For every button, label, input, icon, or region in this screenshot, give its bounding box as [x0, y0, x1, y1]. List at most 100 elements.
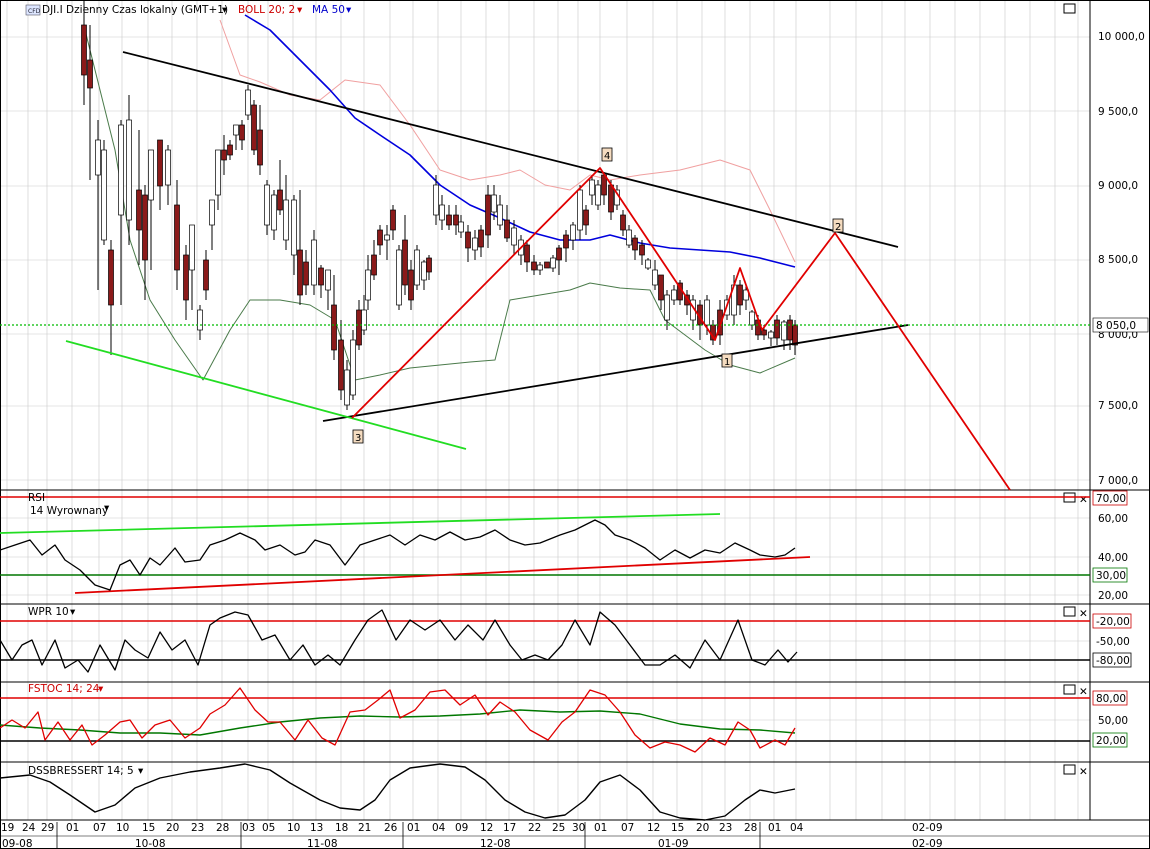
x-day-label: 28: [216, 822, 229, 834]
candle-body: [183, 254, 189, 301]
candle-body: [544, 261, 550, 269]
candle-body: [472, 237, 478, 251]
candle-body: [215, 149, 221, 196]
price-panel[interactable]: 3 4 1 2: [0, 0, 1090, 491]
ma-dropdown-icon[interactable]: ▾: [346, 4, 352, 16]
x-day-label: 04: [432, 822, 446, 834]
candle-body: [245, 89, 251, 116]
candle-body: [439, 204, 445, 221]
fstoc-axis: 80,00 50,00 20,00: [1092, 690, 1128, 748]
maximize-icon[interactable]: [1063, 606, 1076, 617]
dss-dropdown-icon[interactable]: ▾: [138, 765, 144, 777]
ma50-line: [244, 14, 796, 268]
wave-marker: [721, 353, 733, 368]
fstoc-panel[interactable]: [0, 687, 1090, 753]
candle-body: [491, 194, 497, 213]
wave-label: 1: [724, 357, 730, 368]
candle-body: [524, 244, 530, 263]
candle-body: [291, 199, 297, 256]
candle-body: [620, 214, 626, 231]
x-day-label: 25: [552, 822, 565, 834]
candle-body: [331, 304, 337, 351]
level-tag-label: 8 050,0: [1096, 320, 1136, 332]
candle-body: [101, 149, 107, 241]
candle-body: [743, 289, 749, 301]
candle-body: [749, 311, 755, 326]
fstoc-dropdown-icon[interactable]: ▾: [98, 683, 104, 695]
candle-body: [239, 124, 245, 141]
candle-body: [421, 261, 427, 281]
close-icon[interactable]: ✕: [1079, 494, 1088, 506]
x-day-label: 01: [594, 822, 607, 834]
level-tag: [1092, 317, 1149, 333]
candle-body: [297, 249, 303, 296]
candle-body: [583, 209, 589, 226]
x-day-label: 29: [41, 822, 54, 834]
candle-body: [589, 179, 595, 196]
wave-marker: [601, 147, 613, 162]
candle-body: [148, 149, 154, 201]
rsi-legend[interactable]: RSI 14 Wyrownany ▾: [28, 492, 110, 517]
rsi-dropdown-icon[interactable]: ▾: [104, 502, 110, 514]
candle-body: [142, 194, 148, 261]
rsi-subtitle: 14 Wyrownany: [30, 505, 108, 517]
candle-body: [209, 199, 215, 226]
y-tick: 10 000,0: [1098, 31, 1145, 43]
x-axis: 19 24 29 01 07 10 15 20 23 28 03 05 10 13 18 21 26 01 04 09…: [1, 822, 943, 849]
boll-lower: [84, 29, 796, 381]
candle-body: [537, 264, 543, 271]
candle-body: [136, 189, 142, 231]
fstoc-legend[interactable]: FSTOC 14; 24 ▾: [28, 683, 104, 695]
dss-line: [0, 763, 796, 821]
price-legend[interactable]: CFD DJI.I Dzienny Czas lokalny (GMT+1) ▾…: [25, 4, 352, 16]
maximize-icon[interactable]: [1063, 764, 1076, 775]
wpr-level-20: -20,00: [1096, 616, 1130, 628]
boll-legend[interactable]: BOLL 20; 2: [238, 4, 295, 16]
wpr-level-tag: [1092, 652, 1132, 668]
y-tick: 7 500,0: [1098, 400, 1138, 412]
wpr-dropdown-icon[interactable]: ▾: [70, 606, 76, 618]
rsi-panel[interactable]: [0, 496, 1090, 594]
candle-body: [671, 289, 677, 301]
candle-body: [626, 229, 632, 246]
x-day-label: 07: [621, 822, 634, 834]
candle-body: [768, 331, 774, 339]
close-icon[interactable]: ✕: [1079, 766, 1088, 778]
candle-body: [277, 189, 283, 211]
candle-body: [197, 309, 203, 331]
close-icon[interactable]: ✕: [1079, 686, 1088, 698]
wpr-legend[interactable]: WPR 10 ▾: [28, 606, 76, 618]
close-icon[interactable]: ✕: [1079, 608, 1088, 620]
candle-body: [95, 139, 101, 176]
candle-body: [556, 247, 562, 261]
fstoc-fast-line: [0, 687, 796, 753]
x-day-label: 09: [455, 822, 468, 834]
candle-body: [737, 284, 743, 306]
candle-body: [531, 261, 537, 271]
wpr-panel[interactable]: [0, 609, 1090, 673]
dss-panel[interactable]: [0, 763, 796, 821]
maximize-icon[interactable]: [1063, 3, 1076, 14]
rsi-line: [0, 519, 796, 591]
wave-marker: [832, 218, 844, 233]
rsi-level-30: 30,00: [1096, 570, 1126, 582]
candle-body: [497, 204, 503, 226]
grid-lines: [0, 0, 1090, 820]
x-month-label: 02-09: [912, 838, 943, 849]
x-month-label: 11-08: [307, 838, 338, 849]
candle-body: [377, 229, 383, 246]
x-day-label: 30: [572, 822, 585, 834]
candle-body: [165, 149, 171, 186]
dss-title: DSSBRESSERT 14; 5: [28, 765, 134, 777]
ma-legend[interactable]: MA 50: [312, 4, 345, 16]
candle-body: [402, 239, 408, 286]
maximize-icon[interactable]: [1063, 684, 1076, 695]
x-day-label: 15: [671, 822, 684, 834]
boll-dropdown-icon[interactable]: ▾: [297, 4, 303, 16]
candle-body: [233, 124, 239, 136]
title-dropdown-icon[interactable]: ▾: [222, 4, 228, 16]
dss-legend[interactable]: DSSBRESSERT 14; 5 ▾: [28, 765, 144, 777]
rsi-level-tag: [1092, 490, 1128, 506]
x-month-label: 09-08: [2, 838, 33, 849]
candle-body: [384, 234, 390, 241]
